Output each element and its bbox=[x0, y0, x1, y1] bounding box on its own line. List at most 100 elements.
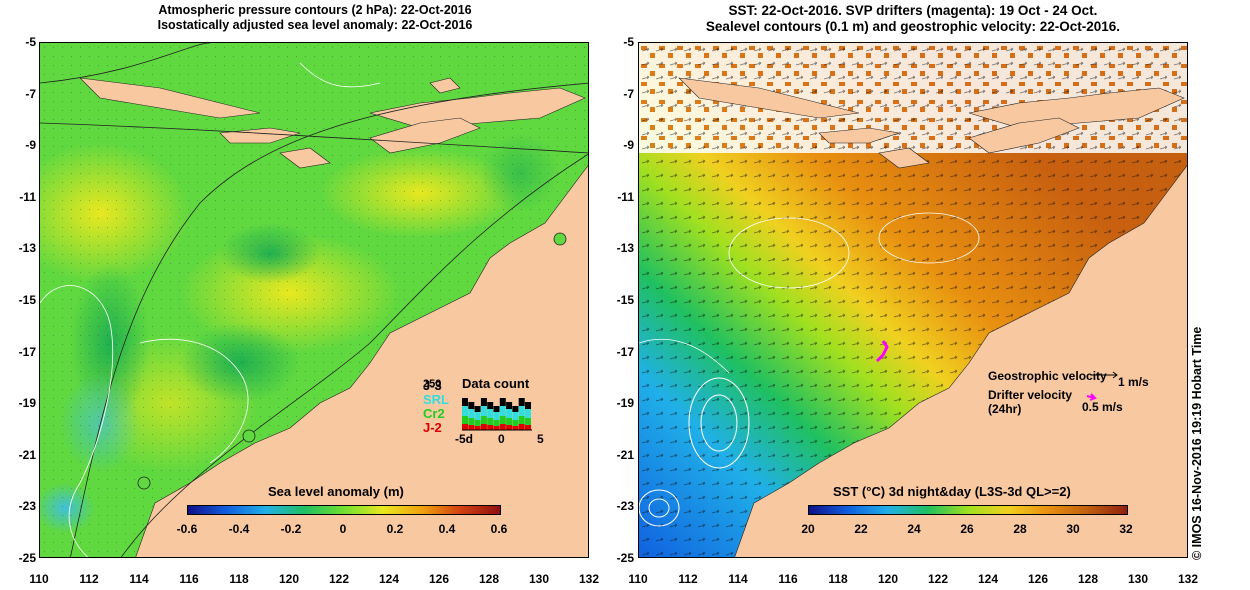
data-count-title: Data count bbox=[462, 376, 530, 391]
data-count-bar bbox=[468, 409, 475, 418]
drifter-velocity-label: Drifter velocity bbox=[988, 388, 1073, 402]
island bbox=[878, 147, 930, 169]
latitude-tick-label: -17 bbox=[18, 344, 36, 359]
left-title-line1: Atmospheric pressure contours (2 hPa): 2… bbox=[158, 3, 472, 17]
data-count-bar bbox=[493, 406, 500, 412]
sst-colorbar-tick: 32 bbox=[1119, 522, 1133, 536]
drifter-velocity-period: (24hr) bbox=[988, 402, 1022, 416]
island bbox=[678, 77, 860, 119]
sst-map[interactable] bbox=[638, 42, 1188, 558]
island bbox=[968, 117, 1080, 154]
data-count-bar bbox=[468, 425, 475, 430]
longitude-tick-label: 130 bbox=[1127, 572, 1149, 586]
imos-credit: © IMOS 16-Nov-2016 19:19 Hobart Time bbox=[1190, 326, 1204, 560]
data-count-bar bbox=[518, 398, 525, 406]
data-count-bar bbox=[518, 416, 525, 424]
sla-colorbar-tick: -0.2 bbox=[280, 522, 302, 536]
data-count-bar bbox=[480, 416, 487, 424]
data-count-bar bbox=[493, 420, 500, 426]
right-title-line1: SST: 22-Oct-2016. SVP drifters (magenta)… bbox=[728, 3, 1098, 18]
longitude-tick-label: 124 bbox=[378, 572, 400, 586]
sla-colorbar-tick: -0.4 bbox=[228, 522, 250, 536]
latitude-tick-label: -19 bbox=[18, 396, 36, 411]
data-count-bar bbox=[506, 425, 513, 430]
australia-landmass bbox=[135, 165, 588, 557]
latitude-tick-label: -13 bbox=[616, 241, 634, 256]
data-count-tick: 5 bbox=[537, 432, 544, 446]
longitude-tick-label: 132 bbox=[1177, 572, 1199, 586]
sst-colorbar bbox=[808, 505, 1128, 515]
data-count-bar bbox=[506, 402, 513, 409]
data-count-bar bbox=[480, 424, 487, 430]
longitude-tick-label: 114 bbox=[728, 572, 748, 586]
latitude-tick-label: -9 bbox=[25, 138, 36, 153]
longitude-tick-label: 128 bbox=[478, 572, 500, 586]
data-count-bar bbox=[493, 426, 500, 430]
data-count-tick: 0 bbox=[498, 432, 505, 446]
latitude-tick-label: -21 bbox=[18, 447, 36, 462]
sst-map-svg bbox=[639, 43, 1187, 557]
satellite-label: SRL bbox=[423, 392, 449, 407]
geostrophic-velocity-label: Geostrophic velocity bbox=[988, 369, 1107, 383]
data-count-bar bbox=[499, 416, 506, 424]
island bbox=[279, 147, 331, 169]
left-title-line2: Isostatically adjusted sea level anomaly… bbox=[157, 18, 473, 32]
geostrophic-velocity-scale: 1 m/s bbox=[1118, 375, 1149, 389]
data-count-bar bbox=[525, 418, 531, 425]
data-count-bar bbox=[462, 406, 468, 416]
data-count-bar bbox=[480, 398, 487, 406]
longitude-tick-label: 110 bbox=[628, 572, 648, 586]
longitude-tick-label: 112 bbox=[678, 572, 698, 586]
sla-colorbar-tick: -0.6 bbox=[176, 522, 198, 536]
latitude-tick-label: -7 bbox=[25, 86, 36, 101]
sst-colorbar-title: SST (°C) 3d night&day (L3S-3d QL>=2) bbox=[833, 484, 1071, 499]
data-count-bar bbox=[462, 424, 468, 430]
sst-colorbar-tick: 28 bbox=[1013, 522, 1027, 536]
data-count-bar bbox=[525, 402, 531, 409]
island bbox=[818, 127, 900, 144]
data-count-bar bbox=[525, 425, 531, 430]
right-map-title: SST: 22-Oct-2016. SVP drifters (magenta)… bbox=[638, 3, 1188, 35]
latitude-tick-label: -17 bbox=[616, 344, 634, 359]
data-count-tick: -5d bbox=[455, 432, 473, 446]
data-count-histogram bbox=[462, 398, 532, 431]
left-map-title: Atmospheric pressure contours (2 hPa): 2… bbox=[40, 3, 590, 33]
sla-colorbar-title: Sea level anomaly (m) bbox=[268, 484, 404, 499]
data-count-bar bbox=[487, 409, 494, 418]
data-count-bar bbox=[462, 416, 468, 424]
sea-level-anomaly-map[interactable] bbox=[39, 42, 589, 558]
data-count-bar bbox=[499, 398, 506, 406]
data-count-bar bbox=[506, 418, 513, 425]
data-count-bar bbox=[512, 426, 519, 430]
longitude-tick-label: 130 bbox=[528, 572, 550, 586]
island bbox=[79, 77, 261, 119]
sst-colorbar-tick: 30 bbox=[1066, 522, 1080, 536]
longitude-tick-label: 126 bbox=[428, 572, 450, 586]
latitude-tick-label: -5 bbox=[25, 35, 36, 49]
longitude-tick-label: 120 bbox=[877, 572, 899, 586]
data-count-bar bbox=[512, 420, 519, 426]
sla-colorbar bbox=[187, 505, 501, 515]
latitude-tick-label: -15 bbox=[18, 293, 36, 307]
data-count-bar bbox=[487, 425, 494, 430]
longitude-tick-label: 114 bbox=[129, 572, 149, 586]
sla-colorbar-tick: 0.4 bbox=[438, 522, 456, 536]
data-count-bar bbox=[474, 412, 481, 420]
latitude-tick-label: -21 bbox=[616, 447, 634, 462]
latitude-tick-label: -11 bbox=[19, 189, 36, 204]
latitude-tick-label: -13 bbox=[18, 241, 36, 256]
data-count-bar bbox=[512, 406, 519, 412]
data-count-bar bbox=[512, 412, 519, 420]
longitude-tick-label: 122 bbox=[328, 572, 350, 586]
sla-colorbar-tick: 0 bbox=[339, 522, 347, 536]
sla-colorbar-tick: 0.6 bbox=[490, 522, 508, 536]
longitude-tick-label: 116 bbox=[179, 572, 199, 586]
latitude-tick-label: -9 bbox=[623, 138, 634, 153]
sst-colorbar-tick: 22 bbox=[854, 522, 868, 536]
drifter-velocity-scale: 0.5 m/s bbox=[1082, 400, 1123, 414]
data-count-bar bbox=[525, 409, 531, 418]
data-count-bar bbox=[468, 402, 475, 409]
latitude-tick-label: -23 bbox=[616, 499, 634, 514]
latitude-tick-label: -23 bbox=[18, 499, 36, 514]
sla-map-svg bbox=[40, 43, 588, 557]
